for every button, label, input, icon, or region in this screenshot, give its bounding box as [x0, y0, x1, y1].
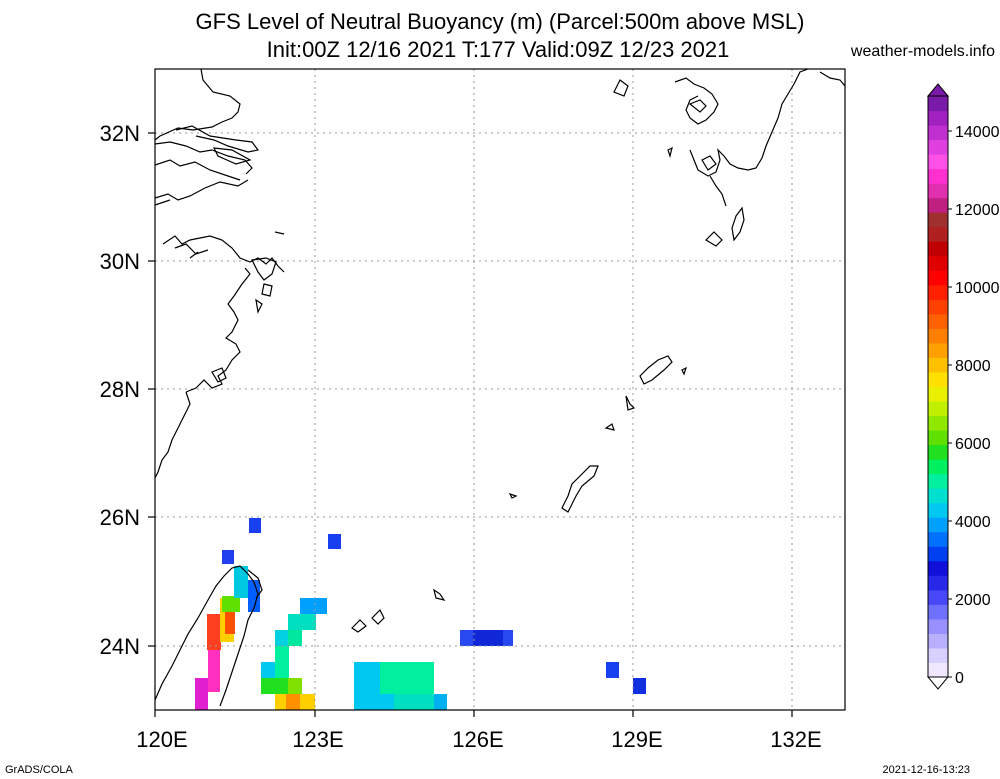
shade-cell — [275, 646, 289, 678]
colorbar-segment — [928, 604, 948, 620]
colorbar-segment — [928, 488, 948, 504]
colorbar-segment — [928, 444, 948, 460]
coastlines — [154, 68, 846, 707]
colorbar-max-arrow — [926, 83, 950, 97]
colorbar-segment — [928, 531, 948, 547]
lon-label: 132E — [770, 727, 821, 752]
shade-cell — [288, 678, 302, 694]
axis-ticks — [148, 132, 793, 717]
lat-label: 30N — [100, 249, 140, 274]
colorbar-label: 2000 — [955, 592, 991, 609]
shade-cell — [261, 662, 275, 678]
footer-software: GrADS/COLA — [5, 764, 73, 776]
colorbar-label: 8000 — [955, 358, 991, 375]
shade-cell — [207, 614, 221, 650]
site-credit[interactable]: weather-models.info — [850, 43, 995, 60]
colorbar-segment — [928, 473, 948, 489]
colorbar-segment — [928, 357, 948, 373]
colorbar-segment — [928, 633, 948, 649]
colorbar-label: 12000 — [955, 202, 1000, 219]
lat-label: 26N — [100, 505, 140, 530]
colorbar-segment — [928, 226, 948, 242]
colorbar-segment — [928, 618, 948, 634]
shade-cell — [248, 580, 260, 612]
colorbar-segment — [928, 299, 948, 315]
colorbar-min-arrow — [926, 676, 950, 690]
shade-cell — [234, 566, 248, 598]
colorbar-segment — [928, 255, 948, 271]
lon-label: 123E — [292, 727, 343, 752]
colorbar-segment — [928, 415, 948, 431]
shade-cell — [288, 630, 302, 646]
colorbar-segment — [928, 546, 948, 562]
colorbar-label: 14000 — [955, 124, 1000, 141]
shade-cell — [300, 598, 327, 614]
colorbar-segment — [928, 502, 948, 518]
colorbar-segment — [928, 342, 948, 358]
colorbar-segment — [928, 241, 948, 257]
shade-cell — [328, 534, 341, 549]
footer-timestamp: 2021-12-16-13:23 — [882, 764, 970, 776]
colorbar-segment — [928, 168, 948, 184]
colorbar-label: 10000 — [955, 280, 1000, 297]
colorbar-segment — [928, 575, 948, 591]
lat-label: 24N — [100, 634, 140, 659]
lat-label: 28N — [100, 377, 140, 402]
colorbar-segment — [928, 313, 948, 329]
colorbar-segment — [928, 183, 948, 199]
shade-cell — [195, 678, 208, 710]
shade-cell — [606, 662, 619, 678]
shade-cell — [261, 678, 288, 694]
shade-cell — [225, 606, 235, 634]
colorbar-segment — [928, 139, 948, 155]
colorbar-segment — [928, 154, 948, 170]
colorbar-segment — [928, 270, 948, 286]
colorbar-label: 4000 — [955, 514, 991, 531]
colorbar-segment — [928, 386, 948, 402]
shade-cell — [249, 518, 261, 533]
map-subtitle: Init:00Z 12/16 2021 T:177 Valid:09Z 12/2… — [266, 37, 730, 62]
shade-cell — [633, 678, 646, 694]
shade-cell — [222, 596, 240, 612]
lon-label: 129E — [611, 727, 662, 752]
colorbar — [926, 83, 950, 690]
lon-label: 120E — [136, 727, 187, 752]
colorbar-segment — [928, 212, 948, 228]
map-title: GFS Level of Neutral Buoyancy (m) (Parce… — [195, 9, 805, 34]
shade-cell — [286, 694, 300, 710]
colorbar-segment — [928, 662, 948, 678]
colorbar-segment — [928, 371, 948, 387]
colorbar-segment — [928, 328, 948, 344]
colorbar-segment — [928, 401, 948, 417]
shade-cell — [288, 614, 316, 630]
shade-cell — [275, 630, 289, 646]
colorbar-segment — [928, 197, 948, 213]
lnb-shaded-cells — [195, 518, 646, 710]
shade-cell — [222, 550, 234, 564]
shade-cell — [434, 694, 447, 710]
graticule — [155, 69, 845, 710]
colorbar-label: 6000 — [955, 436, 991, 453]
shade-cell — [380, 662, 434, 694]
lat-label: 32N — [100, 121, 140, 146]
colorbar-segment — [928, 96, 948, 112]
shade-cell — [208, 650, 220, 692]
colorbar-segment — [928, 459, 948, 475]
colorbar-segment — [928, 430, 948, 446]
colorbar-segment — [928, 560, 948, 576]
colorbar-segment — [928, 517, 948, 533]
shade-cell — [473, 630, 503, 646]
colorbar-segment — [928, 110, 948, 126]
colorbar-segment — [928, 284, 948, 300]
colorbar-segment — [928, 589, 948, 605]
colorbar-segment — [928, 647, 948, 663]
colorbar-segment — [928, 125, 948, 141]
lon-label: 126E — [452, 727, 503, 752]
colorbar-ticks — [948, 130, 952, 678]
colorbar-label: 0 — [955, 670, 964, 687]
